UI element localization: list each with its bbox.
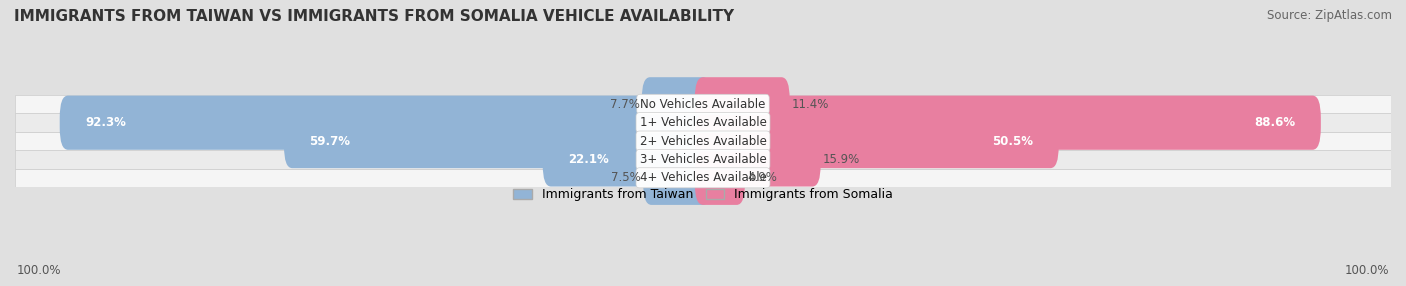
FancyBboxPatch shape — [641, 77, 711, 131]
Text: Source: ZipAtlas.com: Source: ZipAtlas.com — [1267, 9, 1392, 21]
Text: 100.0%: 100.0% — [1344, 265, 1389, 277]
Bar — [15, 169, 1391, 187]
Text: 11.4%: 11.4% — [792, 98, 830, 111]
FancyBboxPatch shape — [543, 132, 711, 186]
Bar — [15, 114, 1391, 132]
Text: 50.5%: 50.5% — [993, 134, 1033, 148]
Text: 7.5%: 7.5% — [612, 171, 641, 184]
Text: 88.6%: 88.6% — [1254, 116, 1295, 129]
Text: 92.3%: 92.3% — [86, 116, 127, 129]
Text: 2+ Vehicles Available: 2+ Vehicles Available — [640, 134, 766, 148]
FancyBboxPatch shape — [695, 77, 790, 131]
Bar — [15, 95, 1391, 114]
Text: 3+ Vehicles Available: 3+ Vehicles Available — [640, 153, 766, 166]
FancyBboxPatch shape — [695, 151, 745, 205]
Legend: Immigrants from Taiwan, Immigrants from Somalia: Immigrants from Taiwan, Immigrants from … — [508, 183, 898, 206]
FancyBboxPatch shape — [59, 96, 711, 150]
Text: 59.7%: 59.7% — [309, 134, 350, 148]
Text: 1+ Vehicles Available: 1+ Vehicles Available — [640, 116, 766, 129]
Text: 7.7%: 7.7% — [610, 98, 640, 111]
Bar — [15, 132, 1391, 150]
FancyBboxPatch shape — [695, 114, 1059, 168]
Bar — [15, 150, 1391, 169]
Text: 4+ Vehicles Available: 4+ Vehicles Available — [640, 171, 766, 184]
FancyBboxPatch shape — [695, 96, 1320, 150]
FancyBboxPatch shape — [695, 132, 821, 186]
FancyBboxPatch shape — [643, 151, 711, 205]
Text: No Vehicles Available: No Vehicles Available — [640, 98, 766, 111]
FancyBboxPatch shape — [284, 114, 711, 168]
Text: 22.1%: 22.1% — [568, 153, 609, 166]
Text: IMMIGRANTS FROM TAIWAN VS IMMIGRANTS FROM SOMALIA VEHICLE AVAILABILITY: IMMIGRANTS FROM TAIWAN VS IMMIGRANTS FRO… — [14, 9, 734, 23]
Text: 100.0%: 100.0% — [17, 265, 62, 277]
Text: 15.9%: 15.9% — [823, 153, 860, 166]
Text: 4.9%: 4.9% — [747, 171, 778, 184]
